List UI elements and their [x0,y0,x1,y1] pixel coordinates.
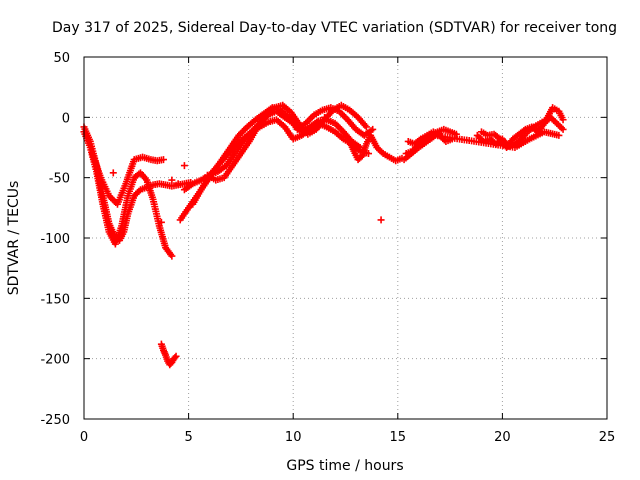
x-tick-label: 10 [285,430,302,445]
y-tick-label: 50 [53,51,70,66]
data-point [369,125,377,133]
x-tick-label: 0 [80,430,88,445]
x-tick-labels: 0 5 10 15 20 25 [80,430,615,445]
y-tick-label: 0 [62,111,70,126]
y-tick-label: -50 [49,172,70,187]
data-point [559,116,567,124]
data-points [80,101,567,369]
x-tick-label: 25 [599,430,616,445]
y-tick-label: -250 [40,413,70,428]
outlier-point [180,162,188,170]
data-point [171,353,179,361]
y-tick-label: -200 [40,353,70,368]
outlier-point [321,113,329,121]
y-tick-labels: 50 0 -50 -100 -150 -200 -250 [40,51,70,428]
data-point [555,131,563,139]
x-tick-label: 5 [184,430,192,445]
outlier-point [174,180,182,188]
y-axis-label: SDTVAR / TECUs [6,181,22,296]
data-point [168,252,176,260]
data-point [362,123,370,131]
y-tick-label: -100 [40,232,70,247]
chart-title: Day 317 of 2025, Sidereal Day-to-day VTE… [52,20,617,36]
x-tick-label: 15 [390,430,407,445]
x-axis-label: GPS time / hours [286,458,403,474]
outlier-point [168,176,176,184]
outlier-point [109,169,117,177]
y-tick-label: -150 [40,292,70,307]
data-point [172,352,180,360]
data-point [159,156,167,164]
plot-frame [83,56,608,420]
outlier-point [377,216,385,224]
outlier-point [157,218,165,226]
data-point [559,125,567,133]
x-tick-label: 20 [494,430,511,445]
